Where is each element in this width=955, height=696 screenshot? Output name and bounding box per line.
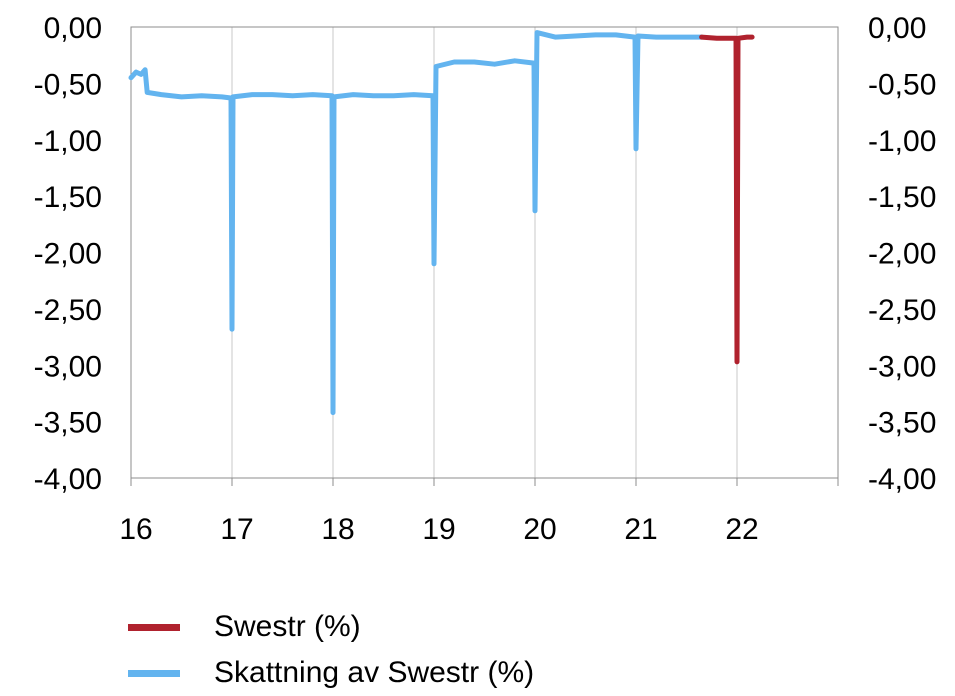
y-tick-label-right: -3,00: [868, 350, 936, 383]
y-axis-right-labels: 0,00 -0,50 -1,00 -1,50 -2,00 -2,50 -3,00 -3,50 -…: [868, 12, 936, 496]
y-axis-left-labels: 0,00 -0,50 -1,00 -1,50 -2,00 -2,50 -3,00 -3,50 -…: [34, 12, 102, 496]
legend-label-swestr: Swestr (%): [214, 610, 361, 643]
y-tick-label-left: -1,50: [34, 181, 102, 214]
series-line-0: [128, 30, 705, 416]
x-tick-label: 17: [220, 513, 253, 546]
y-tick-label-left: -1,00: [34, 125, 102, 158]
legend-swatch-swestr: [128, 623, 180, 631]
y-tick-label-right: -2,00: [868, 238, 936, 271]
legend-item-swestr: Swestr (%): [128, 604, 534, 650]
y-tick-label-left: -3,50: [34, 407, 102, 440]
series-line-1: [699, 34, 755, 365]
y-tick-label-right: 0,00: [868, 12, 926, 45]
y-tick-label-right: -1,00: [868, 125, 936, 158]
x-tick-label: 20: [523, 513, 556, 546]
y-tick-label-right: -2,50: [868, 294, 936, 327]
y-tick-label-left: 0,00: [44, 12, 102, 45]
y-tick-label-left: -3,00: [34, 350, 102, 383]
x-tick-label: 19: [422, 513, 455, 546]
x-tick-label: 18: [321, 513, 354, 546]
y-tick-label-left: -2,50: [34, 294, 102, 327]
y-tick-label-right: -1,50: [868, 181, 936, 214]
y-tick-label-left: -2,00: [34, 238, 102, 271]
legend-swatch-skattning: [128, 669, 180, 677]
legend-item-skattning: Skattning av Swestr (%): [128, 650, 534, 696]
y-tick-label-left: -0,50: [34, 68, 102, 101]
axis-ticks: [130, 478, 839, 486]
series-lines: [128, 30, 755, 416]
legend: Swestr (%) Skattning av Swestr (%): [128, 604, 534, 696]
x-tick-label: 21: [624, 513, 657, 546]
legend-label-skattning: Skattning av Swestr (%): [214, 656, 535, 689]
y-tick-label-right: -3,50: [868, 407, 936, 440]
plot-area-border: [130, 26, 839, 479]
x-tick-label: 16: [119, 513, 152, 546]
y-tick-label-left: -4,00: [34, 463, 102, 496]
y-tick-label-right: -4,00: [868, 463, 936, 496]
x-tick-label: 22: [725, 513, 758, 546]
y-tick-label-right: -0,50: [868, 68, 936, 101]
x-axis-labels: 16 17 18 19 20 21 22: [119, 513, 758, 546]
